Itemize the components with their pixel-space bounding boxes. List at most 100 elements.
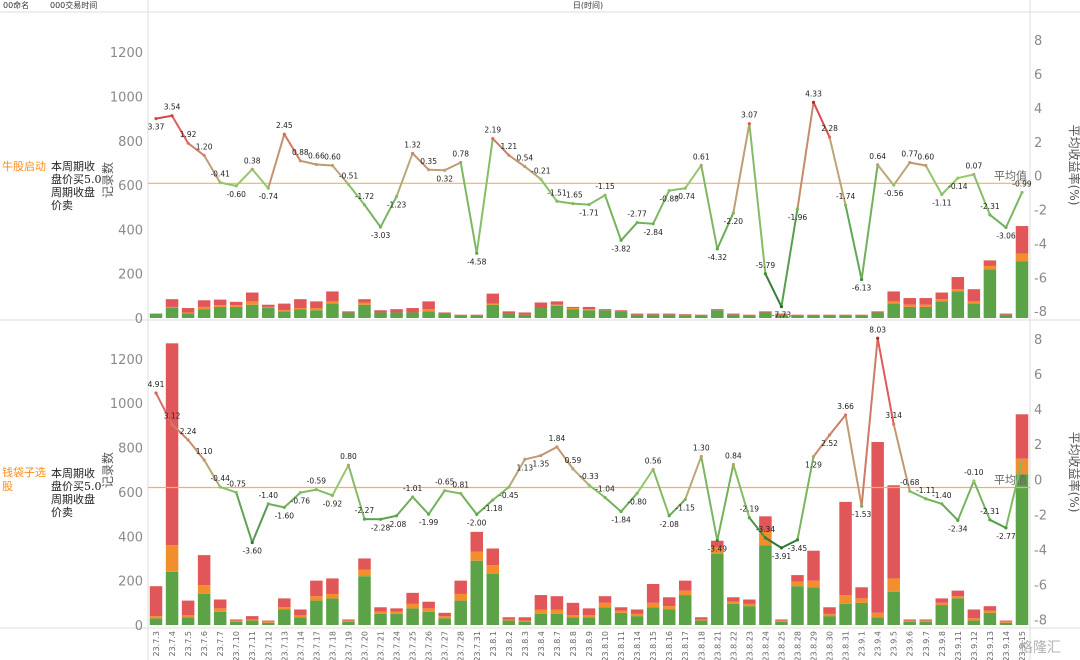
right-tick-label: -2 <box>1034 204 1047 219</box>
line-value-label: -3.49 <box>708 545 728 554</box>
bar-segment <box>999 620 1013 622</box>
bar-segment <box>999 621 1013 623</box>
bar-segment <box>438 612 451 617</box>
x-tick-label: 23.8.11 <box>617 631 626 660</box>
line-segment <box>908 490 927 500</box>
bar-segment <box>598 310 612 318</box>
bar-segment <box>326 593 339 599</box>
line-value-label: -1.53 <box>852 510 872 519</box>
line-segment <box>892 161 911 187</box>
bar-segment <box>374 312 387 318</box>
bar-segment <box>903 621 916 625</box>
line-value-label: -1.15 <box>595 182 615 191</box>
row-sublabel: 本周期收盘价买5.0 周期收盘价卖 <box>51 159 102 212</box>
line-segment <box>395 152 414 198</box>
line-value-label: -0.44 <box>210 474 230 483</box>
line-point <box>362 203 367 207</box>
line-segment <box>972 480 991 521</box>
x-tick-label: 23.8.16 <box>665 631 674 660</box>
line-value-label: -2.19 <box>740 505 760 514</box>
line-segment <box>539 178 558 203</box>
bar-segment <box>903 304 916 307</box>
line-segment <box>235 491 254 544</box>
line-point <box>603 193 607 197</box>
bar-segment <box>919 306 933 318</box>
line-value-label: 3.14 <box>885 411 902 420</box>
average-label: 平均值 <box>994 169 1027 182</box>
line-point <box>378 517 383 521</box>
bar-segment <box>422 309 435 312</box>
x-tick-label: 23.7.21 <box>377 631 386 660</box>
line-point <box>1020 190 1024 195</box>
x-tick-label: 23.9.15 <box>1018 631 1027 660</box>
bar-segment <box>213 305 227 307</box>
line-point <box>956 176 960 180</box>
left-tick-label: 800 <box>118 135 143 150</box>
line-value-label: -2.31 <box>980 507 1000 516</box>
line-value-label: 0.84 <box>725 452 742 461</box>
header-field-3: 日(时间) <box>573 0 603 10</box>
bar-segment <box>823 315 836 318</box>
bar-segment <box>582 608 596 616</box>
line-segment <box>187 142 206 157</box>
line-value-label: 2.19 <box>484 126 501 135</box>
right-tick-label: 0 <box>1034 170 1042 185</box>
line-value-label: -0.33 <box>579 472 599 481</box>
line-value-label: -7.73 <box>772 311 792 320</box>
bar-segment <box>374 611 387 614</box>
line-point <box>202 458 206 462</box>
line-segment <box>652 189 671 225</box>
bar-segment <box>839 314 852 316</box>
bar-segment <box>1015 474 1029 625</box>
line-point <box>523 457 527 462</box>
line-value-label: 0.61 <box>693 152 710 161</box>
line-value-label: 3.37 <box>148 123 165 132</box>
line-segment <box>748 516 767 539</box>
x-tick-label: 23.7.28 <box>457 631 466 660</box>
x-tick-label: 23.8.1 <box>489 631 498 656</box>
bar-segment <box>566 615 580 618</box>
left-tick-label: 0 <box>135 619 143 634</box>
right-tick-label: 8 <box>1034 333 1042 348</box>
line-value-label: -1.23 <box>387 201 407 210</box>
bar-segment <box>342 311 355 313</box>
line-point <box>346 182 351 186</box>
bar-segment <box>165 545 179 572</box>
right-tick-label: -6 <box>1034 579 1047 594</box>
bar-segment <box>358 302 371 305</box>
bar-segment <box>678 580 692 591</box>
bar-segment <box>502 617 516 620</box>
watermark: 格隆汇 <box>1019 640 1061 656</box>
x-tick-label: 23.8.2 <box>505 631 514 656</box>
bar-segment <box>695 315 708 318</box>
line-point <box>940 192 944 197</box>
x-tick-label: 23.7.31 <box>473 631 482 660</box>
bar-segment <box>454 600 467 625</box>
x-tick-label: 23.9.12 <box>970 631 979 660</box>
bar-segment <box>454 593 467 601</box>
bar-segment <box>662 609 676 625</box>
line-segment <box>251 502 270 544</box>
bar-segment <box>791 586 804 625</box>
line-segment <box>203 458 222 488</box>
bar-segment <box>871 442 884 613</box>
line-point <box>170 422 174 427</box>
line-point <box>427 168 431 172</box>
line-segment <box>940 177 959 196</box>
line-segment <box>588 484 607 499</box>
line-point <box>202 153 206 157</box>
line-point <box>827 135 832 139</box>
line-value-label: -1.11 <box>932 199 952 208</box>
bar-segment <box>550 304 564 306</box>
line-point <box>250 167 254 171</box>
bar-segment <box>197 593 211 625</box>
x-tick-label: 23.8.10 <box>601 631 610 660</box>
bar-segment <box>646 607 660 625</box>
right-tick-label: -8 <box>1034 614 1047 629</box>
bar-segment <box>550 305 564 318</box>
line-segment <box>636 221 655 225</box>
line-segment <box>732 122 751 214</box>
bar-segment <box>245 292 259 302</box>
right-tick-label: 8 <box>1034 34 1042 49</box>
line-point <box>218 485 222 489</box>
